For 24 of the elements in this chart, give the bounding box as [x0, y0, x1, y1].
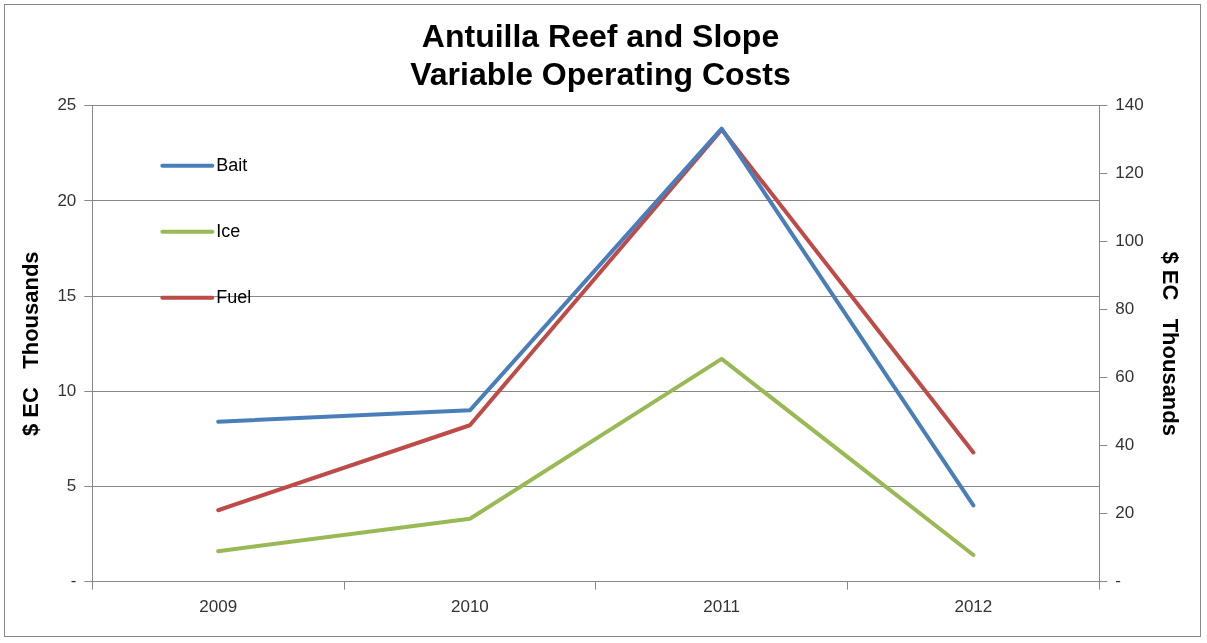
y2-tick-label: 100 [1115, 231, 1144, 251]
y2-tick-label: 120 [1115, 163, 1144, 183]
y-axis-title: $ EC Thousands [18, 251, 44, 436]
y-tick-label: - [70, 571, 77, 591]
y2-tick-label: - [1115, 571, 1121, 591]
legend-label: Bait [216, 154, 248, 175]
x-tick-label: 2009 [199, 597, 238, 617]
y-tick-label: 15 [57, 285, 77, 305]
y2-tick-label: 140 [1115, 95, 1144, 115]
y2-tick-label: 20 [1115, 503, 1135, 523]
x-tick-label: 2011 [703, 597, 740, 617]
y-tick-label: 25 [57, 95, 77, 115]
x-tick-label: 2012 [954, 597, 993, 617]
legend-label: Fuel [216, 286, 252, 307]
y2-axis-title: $ EC Thousands [1157, 251, 1183, 436]
y2-tick-label: 80 [1115, 299, 1135, 319]
y2-tick-label: 40 [1115, 435, 1135, 455]
x-tick-label: 2010 [450, 597, 489, 617]
y-tick-label: 20 [57, 190, 77, 210]
y2-tick-label: 60 [1115, 367, 1135, 387]
y-tick-label: 5 [66, 476, 77, 496]
y-tick-label: 10 [57, 380, 77, 400]
chart-title: Antuilla Reef and Slope Variable Operating Costs [410, 18, 791, 93]
legend-label: Ice [216, 220, 241, 241]
